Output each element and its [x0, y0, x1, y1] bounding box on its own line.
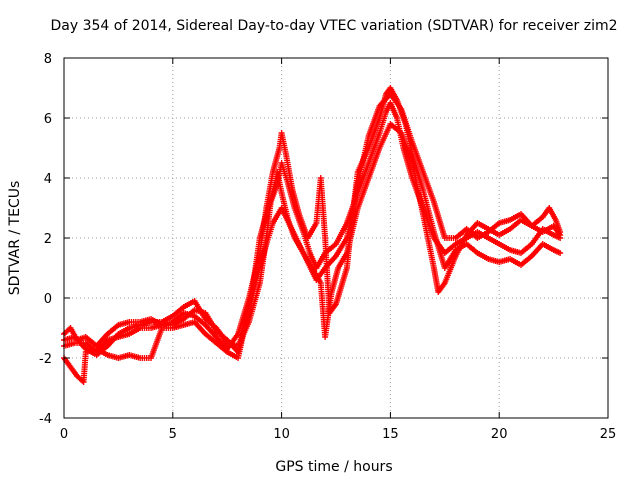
x-tick-label: 0	[60, 427, 68, 442]
plus-markers	[61, 91, 564, 355]
y-tick-label: 2	[44, 232, 52, 247]
y-tick-label: 6	[44, 112, 52, 127]
y-axis-label: SDTVAR / TECUs	[7, 181, 23, 296]
y-tick-label: 4	[44, 172, 52, 187]
x-axis-label: GPS time / hours	[275, 459, 392, 475]
series-track-4	[61, 91, 564, 355]
y-tick-label: 8	[44, 52, 52, 67]
x-axis-ticks: 0 5 10 15 20 25	[60, 58, 616, 442]
x-tick-label: 25	[600, 427, 617, 442]
plus-markers	[61, 85, 564, 352]
y-tick-label: -2	[39, 352, 52, 367]
x-tick-label: 10	[273, 427, 290, 442]
x-tick-label: 20	[491, 427, 508, 442]
series-track-2	[61, 85, 564, 352]
chart-title: Day 354 of 2014, Sidereal Day-to-day VTE…	[51, 18, 618, 34]
y-axis-ticks: -4 -2 0 2 4 6 8	[39, 52, 608, 427]
data-marks	[61, 85, 564, 385]
y-tick-label: 0	[44, 292, 52, 307]
x-tick-label: 15	[382, 427, 399, 442]
x-tick-label: 5	[169, 427, 177, 442]
y-tick-label: -4	[39, 412, 52, 427]
